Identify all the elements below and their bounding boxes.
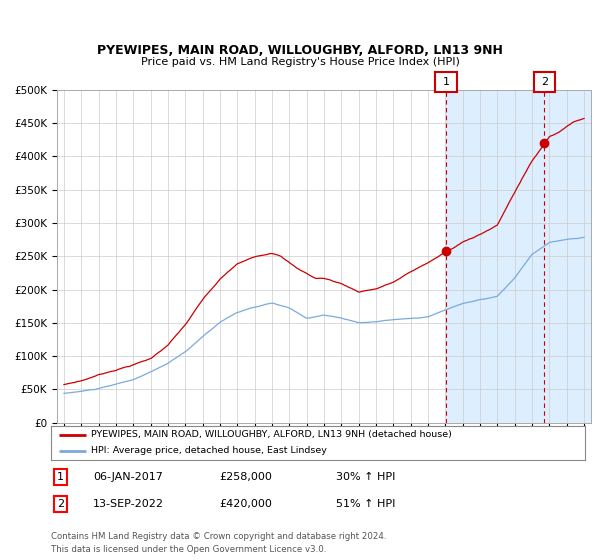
Text: 2: 2 xyxy=(57,499,64,509)
Text: Contains HM Land Registry data © Crown copyright and database right 2024.
This d: Contains HM Land Registry data © Crown c… xyxy=(51,533,386,554)
Text: 1: 1 xyxy=(442,77,449,87)
Text: 2: 2 xyxy=(541,77,548,87)
Text: 1: 1 xyxy=(57,472,64,482)
Text: 51% ↑ HPI: 51% ↑ HPI xyxy=(336,499,395,509)
Bar xyxy=(446,90,591,423)
Text: Price paid vs. HM Land Registry's House Price Index (HPI): Price paid vs. HM Land Registry's House … xyxy=(140,57,460,67)
Text: 13-SEP-2022: 13-SEP-2022 xyxy=(93,499,164,509)
Text: £420,000: £420,000 xyxy=(219,499,272,509)
Text: PYEWIPES, MAIN ROAD, WILLOUGHBY, ALFORD, LN13 9NH: PYEWIPES, MAIN ROAD, WILLOUGHBY, ALFORD,… xyxy=(97,44,503,57)
Text: £258,000: £258,000 xyxy=(219,472,272,482)
Text: 06-JAN-2017: 06-JAN-2017 xyxy=(93,472,163,482)
Text: HPI: Average price, detached house, East Lindsey: HPI: Average price, detached house, East… xyxy=(91,446,327,455)
Text: PYEWIPES, MAIN ROAD, WILLOUGHBY, ALFORD, LN13 9NH (detached house): PYEWIPES, MAIN ROAD, WILLOUGHBY, ALFORD,… xyxy=(91,431,452,440)
Text: 30% ↑ HPI: 30% ↑ HPI xyxy=(336,472,395,482)
